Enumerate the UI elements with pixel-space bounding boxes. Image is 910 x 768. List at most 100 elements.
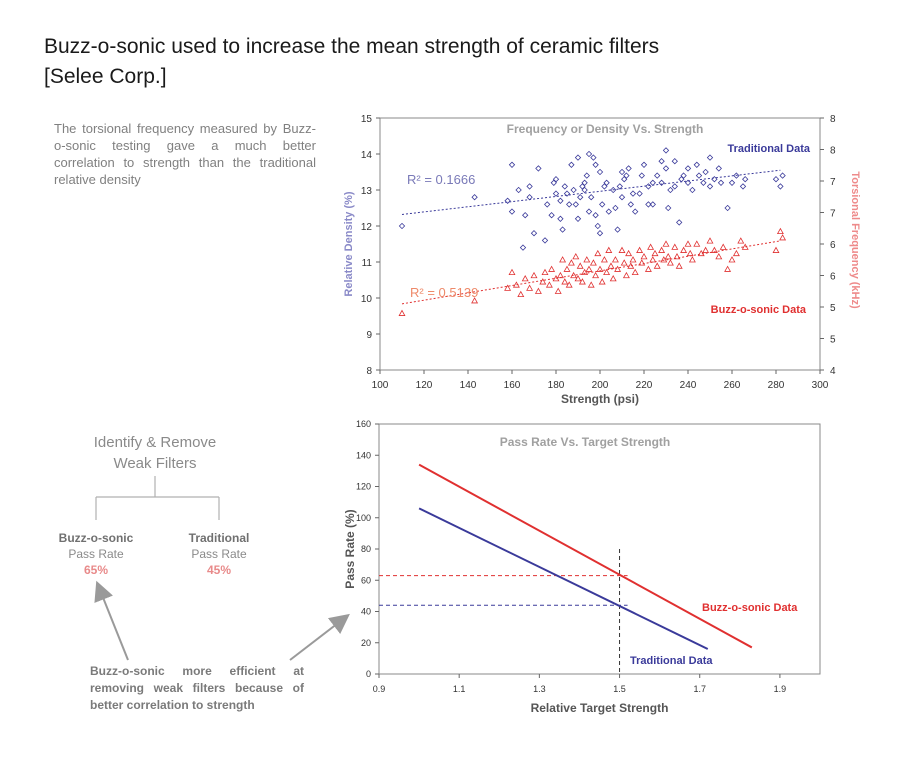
y-tick-label: 15 [361,114,373,125]
buzz-point [673,252,681,260]
buzz-point [594,249,602,257]
y-tick-label: 120 [356,482,371,492]
pass-rate-buzz: Buzz-o-sonic Pass Rate 65% [41,530,151,578]
buzz-point [675,262,683,269]
traditional-point [535,165,542,172]
buzz-point [556,271,564,279]
traditional-r2-label: R² = 0.1666 [407,172,475,187]
traditional-point [706,154,714,161]
buzz-point [772,246,780,253]
buzz-point [620,259,628,266]
traditional-point [603,179,610,186]
buzz-point [605,246,613,253]
buzz-point [627,262,635,269]
pass-rate-traditional: Traditional Pass Rate 45% [164,530,274,578]
y2-axis-label: Torsional Frequency (kHz) [849,171,861,309]
traditional-point [599,201,606,208]
scatter-chart: 100 120 140 160 180 200 220 240 260 280 300 8 9 10 11 1… [343,114,861,406]
traditional-point [592,212,599,219]
traditional-point [590,154,597,161]
buzz-point [653,262,661,269]
traditional-point [676,219,683,226]
traditional-point [577,194,584,201]
tree-title-line-2: Weak Filters [113,455,197,472]
traditional-point [588,194,595,201]
pass-rate-traditional-name: Traditional [188,531,250,545]
chart-title: Pass Rate Vs. Target Strength [500,435,671,449]
traditional-point [522,212,529,219]
buzz-point [534,287,542,294]
buzz-point [638,259,646,266]
buzz-point [583,256,591,263]
y-axis-label: Relative Density (%) [343,191,355,296]
y-tick-label: 160 [356,419,371,429]
traditional-point [596,168,604,176]
x-tick-label: 180 [548,380,565,391]
buzz-point [567,259,575,266]
buzz-series-label: Buzz-o-sonic Data [702,602,798,614]
buzz-point [710,246,718,253]
page-title-line-2: [Selee Corp.] [44,65,167,88]
y-tick-label: 9 [366,330,372,341]
y-tick-label: 14 [361,150,373,161]
y-tick-label: 80 [361,544,371,554]
buzz-point [574,275,582,282]
traditional-point [557,215,564,222]
y2-tick-label: 5 [830,303,836,314]
buzz-point [539,278,547,285]
buzz-point [662,240,670,247]
pass-rate-traditional-value: 45% [206,563,232,577]
traditional-point [592,161,599,168]
y-tick-label: 13 [361,186,373,197]
buzz-point [666,259,674,266]
buzz-point [625,249,633,257]
buzz-point [631,268,639,275]
x-tick-label: 300 [812,380,829,391]
traditional-point [548,212,555,219]
traditional-point [667,186,674,194]
buzz-point [671,243,679,250]
traditional-point [733,172,740,179]
traditional-point [702,168,709,176]
buzz-point [614,265,622,272]
x-tick-label: 140 [460,380,477,391]
buzz-point [517,290,525,298]
traditional-point [566,201,573,208]
y-axis-label: Pass Rate (%) [343,509,357,588]
traditional-series-label: Traditional Data [630,655,713,667]
x-tick-label: 220 [636,380,653,391]
buzz-point [545,281,553,288]
traditional-point [550,179,557,186]
y2-tick-label: 6 [830,272,836,283]
buzz-point [548,265,556,272]
traditional-point [662,147,670,154]
chart-title: Frequency or Density Vs. Strength [507,122,704,136]
traditional-point [618,168,626,176]
buzz-point [741,243,749,250]
buzz-point [684,240,692,247]
buzz-point [715,252,723,260]
traditional-point [658,179,665,186]
buzz-point [600,256,608,263]
traditional-point [684,165,692,172]
buzz-point [598,278,606,285]
buzz-point [702,246,710,253]
traditional-point [563,190,571,197]
buzz-point [728,256,736,263]
traditional-point [684,179,692,186]
traditional-point [596,230,604,237]
traditional-point [574,215,582,222]
buzz-point [563,265,571,272]
traditional-point [585,208,593,215]
traditional-point [594,222,601,230]
x-axis-label: Strength (psi) [561,392,639,406]
buzz-point [644,265,652,272]
y-tick-label: 8 [366,366,372,377]
buzz-point [554,287,562,294]
x-tick-label: 240 [680,380,697,391]
traditional-point [601,183,608,190]
traditional-point [640,161,648,168]
traditional-point [711,176,718,183]
traditional-point [689,186,696,194]
buzz-point [572,252,580,260]
